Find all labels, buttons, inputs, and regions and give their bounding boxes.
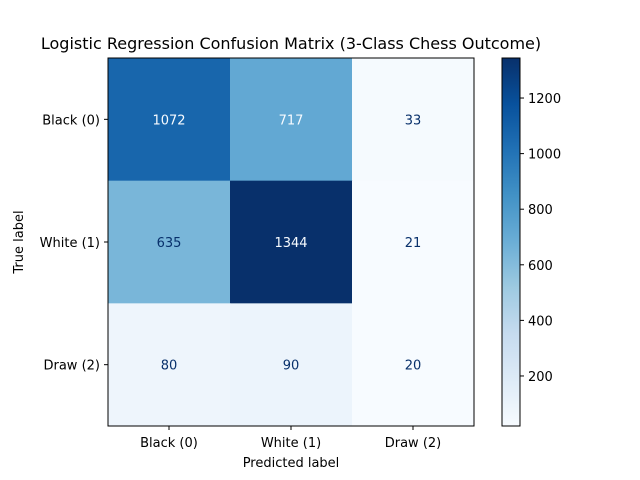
x-tick-label: Draw (2) [385, 436, 442, 451]
cell-value-label: 80 [161, 359, 178, 374]
matrix-cell [352, 180, 475, 304]
cell-value-label: 21 [405, 236, 422, 251]
matrix-cell [108, 303, 231, 427]
cell-value-label: 1072 [152, 113, 185, 128]
colorbar-tick-label: 200 [528, 370, 553, 385]
y-axis-ticks: Black (0) White (1) Draw (2) [40, 113, 108, 374]
cell-value-label: 1344 [274, 236, 307, 251]
matrix-cell [352, 303, 475, 427]
colorbar-tick-label: 1200 [528, 92, 561, 107]
cell-value-label: 20 [405, 359, 422, 374]
colorbar-tick-label: 400 [528, 314, 553, 329]
colorbar-tick-label: 1000 [528, 148, 561, 163]
y-axis-label: True label [12, 210, 27, 274]
matrix-cell [230, 180, 353, 304]
chart-title: Logistic Regression Confusion Matrix (3-… [41, 34, 541, 53]
x-axis-ticks: Black (0) White (1) Draw (2) [140, 426, 441, 451]
cell-value-label: 90 [283, 359, 300, 374]
cell-value-label: 717 [279, 113, 304, 128]
matrix-cell [230, 58, 353, 182]
matrix-cell [108, 58, 231, 182]
y-tick-label: White (1) [40, 236, 100, 251]
x-tick-label: White (1) [261, 436, 321, 451]
cell-value-label: 33 [405, 113, 422, 128]
matrix-cell [352, 58, 475, 182]
matrix-cell [230, 303, 353, 427]
matrix-cell-labels: 1072 717 33 635 1344 21 80 90 20 [152, 113, 421, 373]
colorbar-ticks: 200 400 600 800 1000 1200 [520, 92, 561, 385]
y-tick-label: Black (0) [42, 113, 100, 128]
x-axis-label: Predicted label [243, 456, 340, 471]
colorbar-tick-label: 800 [528, 203, 553, 218]
matrix-cell [108, 180, 231, 304]
colorbar [501, 57, 521, 427]
matrix-cells [108, 58, 475, 427]
cell-value-label: 635 [157, 236, 182, 251]
y-tick-label: Draw (2) [43, 359, 100, 374]
x-tick-label: Black (0) [140, 436, 198, 451]
colorbar-tick-label: 600 [528, 259, 553, 274]
